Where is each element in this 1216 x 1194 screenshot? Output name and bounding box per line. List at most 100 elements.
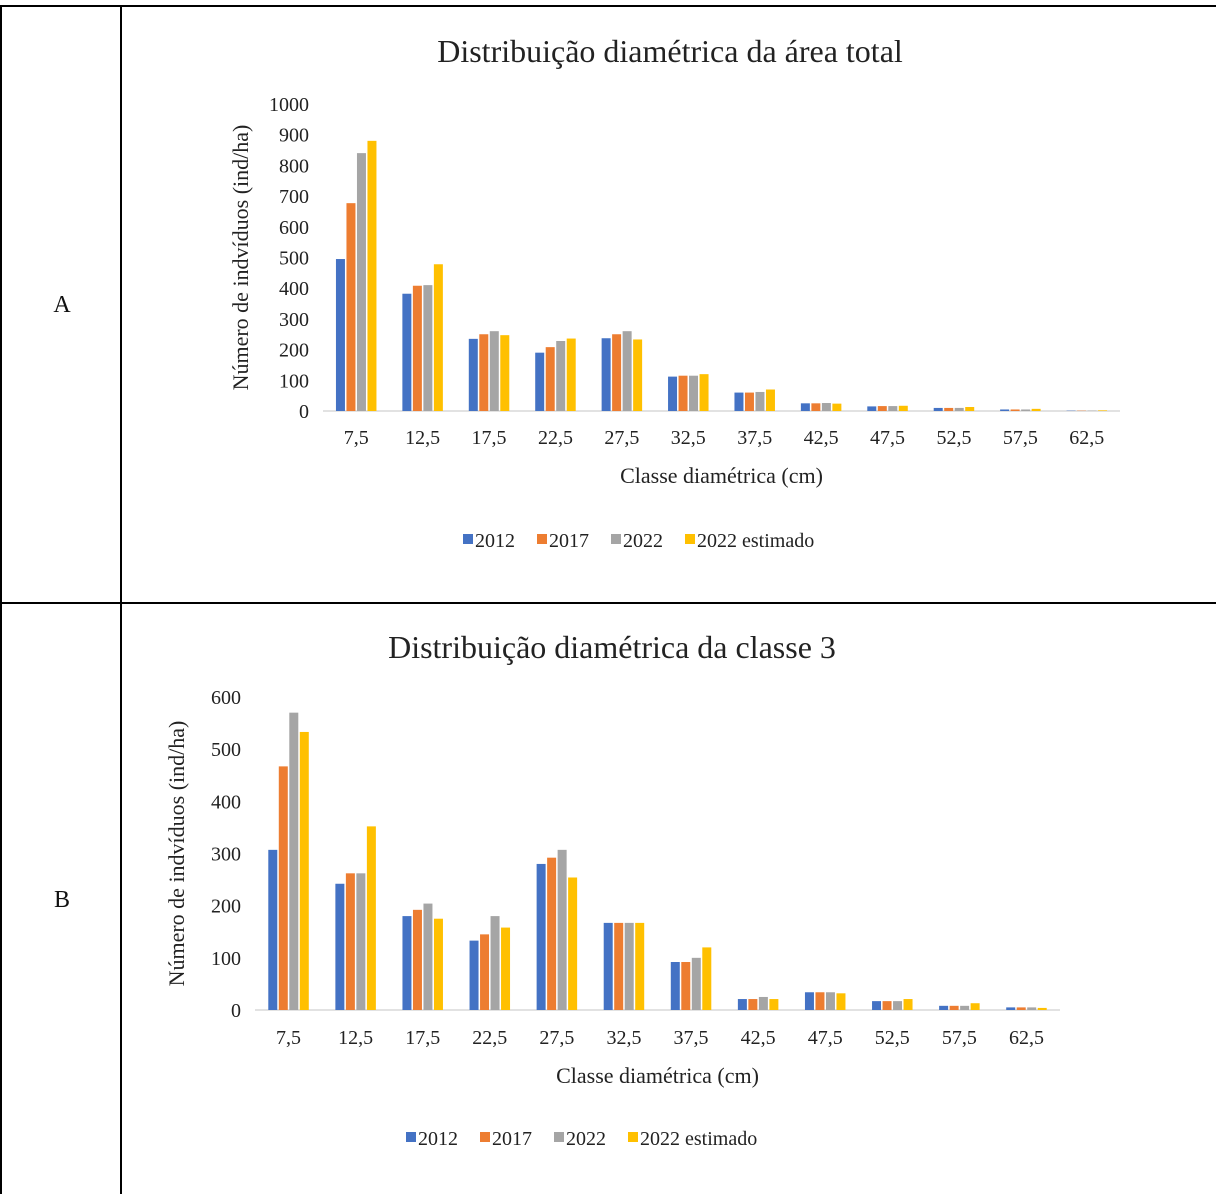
bar-2022-17-5 — [423, 903, 433, 1010]
bar-2022-estimado-32-5 — [635, 922, 645, 1010]
y-axis-label: Número de indvíduos (ind/ha) — [228, 125, 253, 391]
bar-2012-42-5 — [800, 403, 810, 411]
bar-2022-62-5 — [1027, 1007, 1037, 1010]
bar-2017-37-5 — [744, 392, 754, 411]
bar-2012-27-5 — [601, 338, 611, 411]
bar-2022-estimado-42-5 — [832, 403, 842, 411]
y-tick-label: 400 — [211, 791, 241, 813]
bar-2022-estimado-7-5 — [367, 140, 377, 411]
y-tick-label: 0 — [231, 1000, 241, 1022]
x-tick-label: 42,5 — [741, 1027, 776, 1049]
y-tick-label: 100 — [279, 370, 309, 392]
legend-label: 2022 estimado — [697, 530, 814, 552]
bar-2017-42-5 — [748, 999, 758, 1010]
bar-2017-32-5 — [678, 375, 688, 411]
bar-2022-estimado-62-5 — [1037, 1007, 1047, 1010]
bar-2022-22-5 — [556, 341, 566, 411]
bar-2017-27-5 — [547, 857, 557, 1010]
bar-2012-32-5 — [603, 922, 613, 1010]
legend-label: 2017 — [492, 1128, 532, 1150]
x-tick-label: 57,5 — [942, 1027, 977, 1049]
x-tick-label: 32,5 — [606, 1027, 641, 1049]
x-tick-label: 7,5 — [276, 1027, 301, 1049]
bar-2012-12-5 — [335, 883, 345, 1010]
bar-2022-estimado-52-5 — [903, 999, 913, 1010]
x-tick-label: 52,5 — [875, 1027, 910, 1049]
y-tick-label: 900 — [279, 125, 309, 147]
y-tick-label: 0 — [299, 401, 309, 423]
bar-2022-estimado-47-5 — [836, 993, 846, 1010]
bar-2017-37-5 — [681, 962, 691, 1010]
bar-2022-estimado-12-5 — [433, 264, 443, 411]
bar-2012-52-5 — [933, 407, 943, 411]
y-tick-label: 400 — [279, 278, 309, 300]
bar-2012-22-5 — [535, 352, 545, 411]
bar-2022-12-5 — [423, 285, 433, 411]
y-tick-label: 600 — [279, 217, 309, 239]
legend-swatch-2022 — [611, 534, 621, 544]
bar-2022-estimado-32-5 — [699, 374, 709, 411]
bar-2017-27-5 — [612, 334, 622, 411]
bar-2012-27-5 — [536, 863, 546, 1010]
bar-2022-estimado-27-5 — [633, 339, 643, 411]
bar-2017-57-5 — [1010, 409, 1020, 411]
bar-2022-42-5 — [758, 996, 768, 1010]
bar-2012-37-5 — [734, 392, 744, 411]
bar-2022-47-5 — [888, 406, 898, 411]
bar-2012-7-5 — [335, 259, 345, 411]
legend-swatch-2012 — [406, 1132, 416, 1142]
x-tick-label: 42,5 — [804, 427, 839, 449]
bar-2022-37-5 — [755, 391, 765, 411]
bar-2022-32-5 — [689, 375, 699, 411]
x-axis-label: Classe diamétrica (cm) — [556, 1063, 759, 1088]
bar-2022-17-5 — [489, 331, 499, 411]
bar-2017-57-5 — [949, 1005, 959, 1010]
bar-2017-47-5 — [815, 992, 825, 1010]
bar-2017-47-5 — [877, 406, 887, 411]
y-tick-label: 200 — [211, 896, 241, 918]
bar-2022-52-5 — [893, 1001, 903, 1010]
x-tick-label: 12,5 — [338, 1027, 373, 1049]
bar-2022-27-5 — [557, 849, 567, 1010]
x-tick-label: 62,5 — [1009, 1027, 1044, 1049]
bar-2017-52-5 — [944, 407, 954, 411]
bar-2017-32-5 — [614, 922, 624, 1010]
x-tick-label: 27,5 — [604, 427, 639, 449]
bar-2022-estimado-27-5 — [568, 877, 578, 1010]
bar-2012-7-5 — [268, 849, 278, 1010]
bar-2012-37-5 — [670, 962, 680, 1010]
x-tick-label: 57,5 — [1003, 427, 1038, 449]
bar-2022-estimado-17-5 — [433, 918, 443, 1010]
legend-swatch-2022-estimado — [628, 1132, 638, 1142]
bar-2017-12-5 — [345, 873, 355, 1010]
bar-2012-57-5 — [1000, 409, 1010, 411]
y-tick-label: 500 — [279, 248, 309, 270]
bar-2012-47-5 — [867, 406, 877, 411]
x-tick-label: 17,5 — [405, 1027, 440, 1049]
legend-swatch-2022 — [554, 1132, 564, 1142]
x-tick-label: 62,5 — [1069, 427, 1104, 449]
x-tick-label: 17,5 — [472, 427, 507, 449]
x-tick-label: 32,5 — [671, 427, 706, 449]
bar-2022-57-5 — [1021, 409, 1031, 411]
row-label-a: A — [53, 292, 71, 318]
bar-2017-7-5 — [278, 766, 288, 1010]
bar-2022-22-5 — [490, 916, 500, 1010]
bar-2017-17-5 — [412, 909, 422, 1010]
bar-2022-57-5 — [960, 1005, 970, 1010]
y-tick-label: 200 — [279, 340, 309, 362]
bar-2012-12-5 — [402, 293, 412, 411]
bar-2022-estimado-17-5 — [500, 335, 510, 411]
chart-title: Distribuição diamétrica da área total — [437, 33, 903, 69]
bar-2017-7-5 — [346, 203, 356, 411]
bar-2022-estimado-12-5 — [366, 826, 376, 1010]
chart-title: Distribuição diamétrica da classe 3 — [388, 629, 836, 665]
y-tick-label: 100 — [211, 948, 241, 970]
bar-2022-estimado-22-5 — [501, 927, 511, 1010]
bar-2022-estimado-22-5 — [566, 338, 576, 411]
x-tick-label: 22,5 — [538, 427, 573, 449]
bar-2017-17-5 — [479, 334, 489, 411]
x-tick-label: 37,5 — [737, 427, 772, 449]
y-tick-label: 300 — [211, 844, 241, 866]
